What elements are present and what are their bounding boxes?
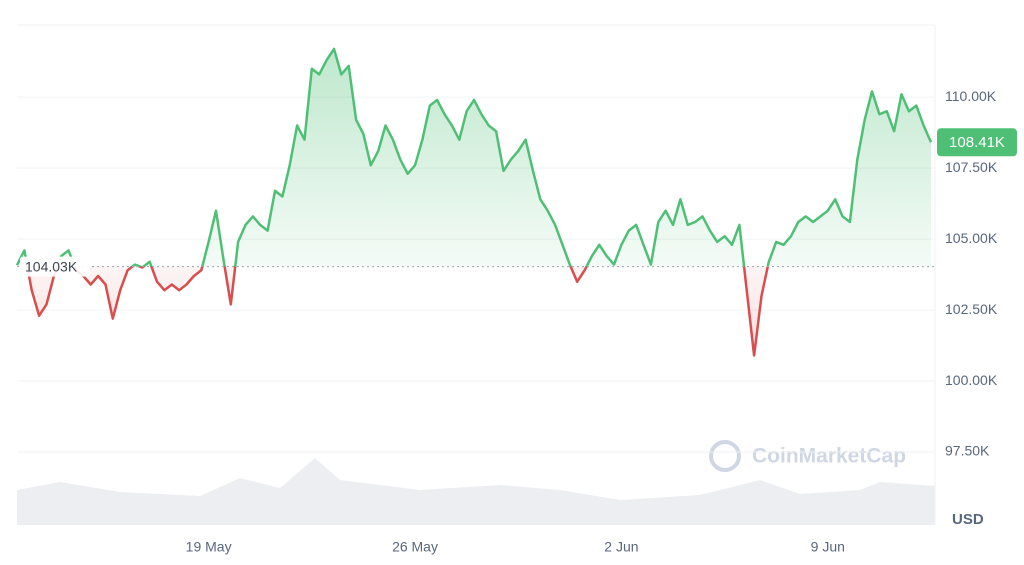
current-price-badge — [937, 128, 1017, 157]
x-tick-label: 2 Jun — [604, 539, 638, 555]
y-tick-label: 100.00K — [945, 372, 998, 388]
y-tick-label: 110.00K — [945, 88, 997, 104]
y-tick-label: 102.50K — [945, 301, 998, 317]
unit-label: USD — [952, 511, 984, 528]
area — [17, 48, 931, 356]
watermark: CoinMarketCap — [709, 440, 906, 472]
x-tick-label: 9 Jun — [811, 539, 845, 555]
y-tick-label: 97.50K — [945, 443, 990, 459]
volume-area — [17, 458, 935, 525]
y-tick-label: 105.00K — [945, 230, 998, 246]
baseline-label: 104.03K — [25, 258, 78, 274]
baseline-label-bg — [20, 256, 90, 277]
current-price-label: 108.41K — [949, 134, 1005, 151]
price-line — [15, 47, 933, 357]
x-tick-label: 26 May — [392, 539, 438, 555]
y-tick-label: 107.50K — [945, 159, 998, 175]
watermark-logo — [709, 440, 741, 472]
watermark-text: CoinMarketCap — [752, 445, 906, 468]
x-tick-label: 19 May — [186, 539, 232, 555]
